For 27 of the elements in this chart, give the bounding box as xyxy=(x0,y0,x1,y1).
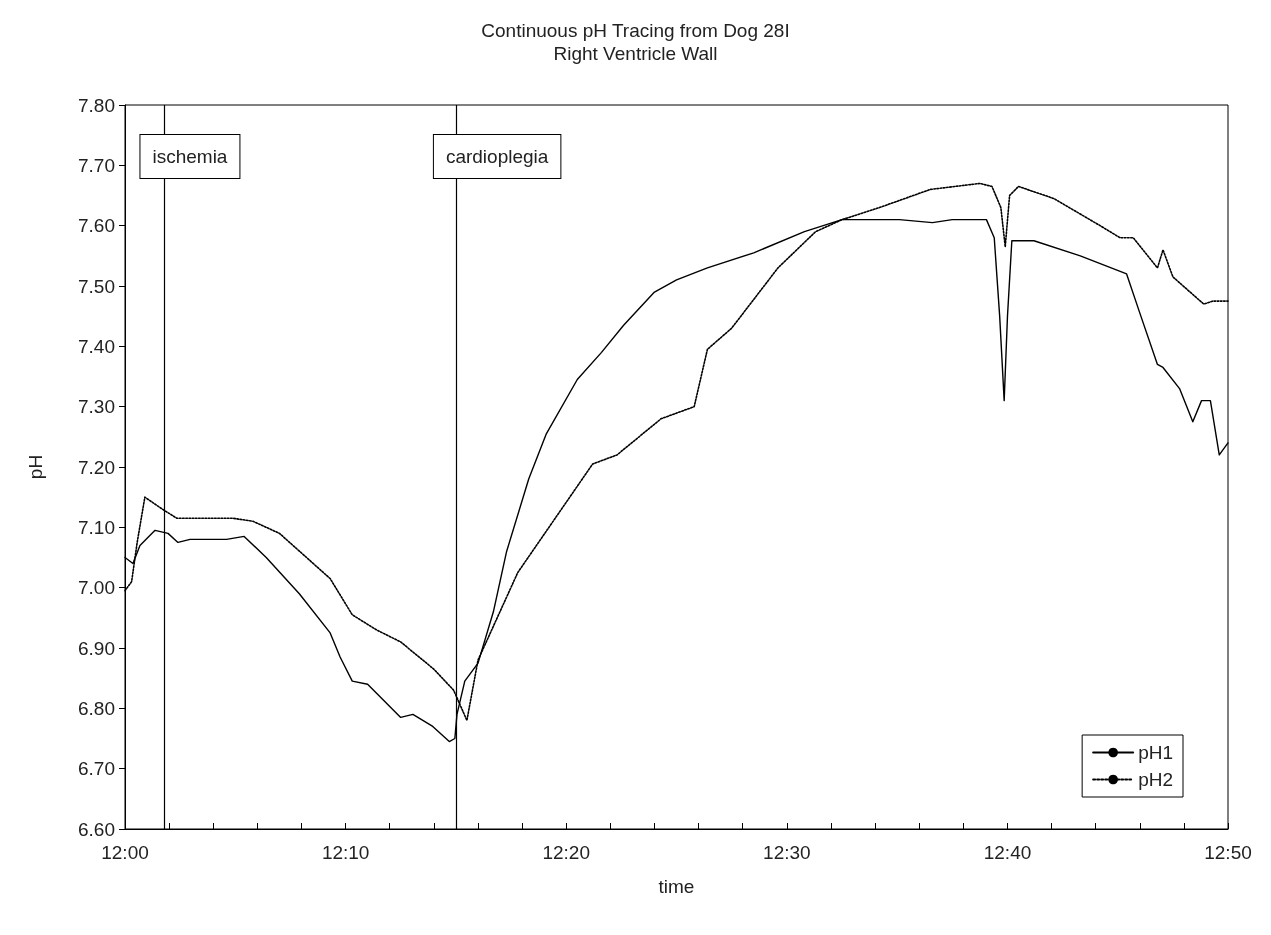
x-tick-label: 12:40 xyxy=(983,842,1032,863)
chart-title: Continuous pH Tracing from Dog 28I xyxy=(481,20,790,41)
ref-line-label: cardioplegia xyxy=(445,146,549,167)
y-tick-label: 7.70 xyxy=(78,154,115,176)
y-tick-label: 6.90 xyxy=(78,637,115,659)
y-tick-label: 6.80 xyxy=(78,697,115,719)
x-axis-title: time xyxy=(658,876,695,897)
y-tick-label: 7.40 xyxy=(78,335,115,357)
y-tick-label: 6.60 xyxy=(78,818,115,840)
x-tick-label: 12:20 xyxy=(542,842,590,863)
chart-subtitle: Right Ventricle Wall xyxy=(553,43,718,64)
y-tick-label: 7.20 xyxy=(78,456,115,478)
y-tick-label: 7.60 xyxy=(78,215,115,237)
y-axis-title: pH xyxy=(25,454,46,480)
x-tick-label: 12:30 xyxy=(763,842,811,863)
ref-line-label: ischemia xyxy=(152,146,228,167)
x-tick-label: 12:50 xyxy=(1204,842,1252,863)
y-tick-label: 7.80 xyxy=(78,94,115,116)
y-tick-label: 7.10 xyxy=(78,516,115,538)
y-tick-label: 7.50 xyxy=(78,275,115,297)
x-tick-label: 12:10 xyxy=(321,842,370,863)
x-tick-label: 12:00 xyxy=(101,842,149,863)
legend-label: pH2 xyxy=(1138,769,1173,790)
y-tick-label: 6.70 xyxy=(78,758,115,780)
y-tick-label: 7.00 xyxy=(78,577,115,599)
legend-label: pH1 xyxy=(1138,742,1173,763)
y-tick-label: 7.30 xyxy=(78,396,115,418)
